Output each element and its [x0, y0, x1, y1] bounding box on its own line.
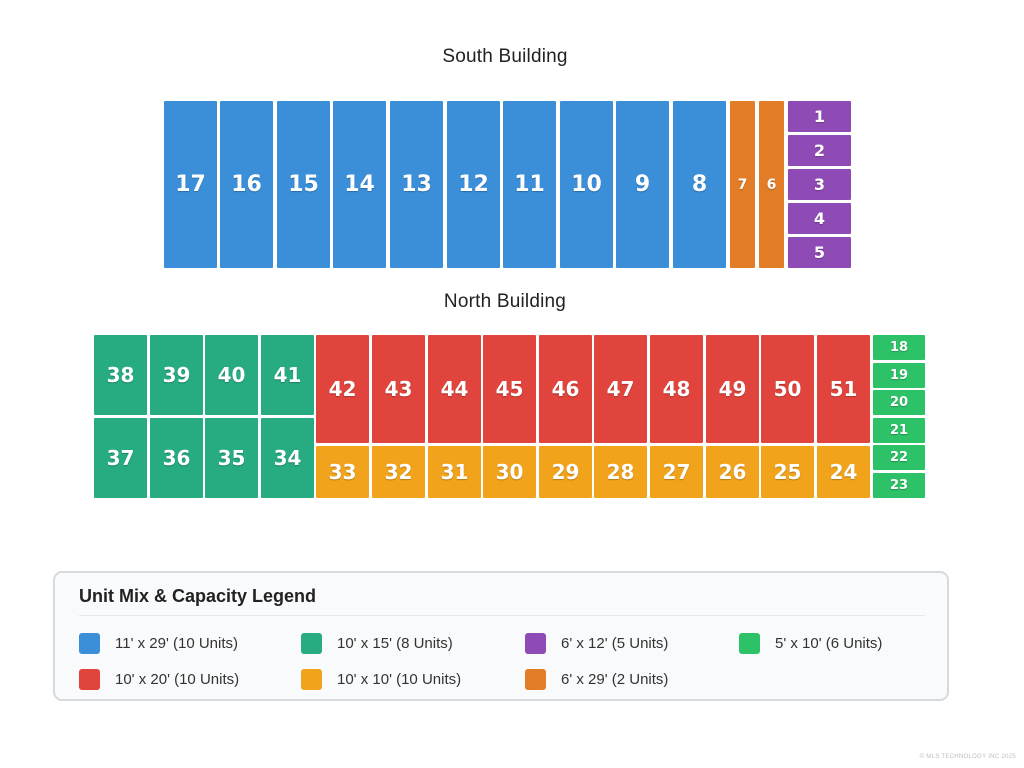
legend-item: 10' x 15' (8 Units) — [301, 632, 453, 654]
legend-panel: Unit Mix & Capacity Legend 11' x 29' (10… — [53, 571, 949, 701]
unit-4[interactable]: 4 — [788, 203, 851, 234]
legend-label: 11' x 29' (10 Units) — [115, 634, 239, 652]
legend-item: 10' x 10' (10 Units) — [301, 668, 461, 690]
unit-27[interactable]: 27 — [650, 446, 703, 498]
unit-34[interactable]: 34 — [261, 418, 314, 498]
unit-11[interactable]: 11 — [503, 101, 556, 268]
unit-5[interactable]: 5 — [788, 237, 851, 268]
legend-label: 10' x 15' (8 Units) — [337, 634, 453, 652]
unit-44[interactable]: 44 — [428, 335, 481, 443]
unit-1[interactable]: 1 — [788, 101, 851, 132]
unit-31[interactable]: 31 — [428, 446, 481, 498]
unit-43[interactable]: 43 — [372, 335, 425, 443]
unit-49[interactable]: 49 — [706, 335, 759, 443]
unit-7[interactable]: 7 — [730, 101, 755, 268]
unit-14[interactable]: 14 — [333, 101, 386, 268]
unit-32[interactable]: 32 — [372, 446, 425, 498]
unit-12[interactable]: 12 — [447, 101, 500, 268]
south-building-title: South Building — [442, 46, 568, 67]
unit-26[interactable]: 26 — [706, 446, 759, 498]
unit-6[interactable]: 6 — [759, 101, 784, 268]
legend-swatch — [525, 632, 546, 654]
unit-51[interactable]: 51 — [817, 335, 870, 443]
unit-17[interactable]: 17 — [164, 101, 217, 268]
unit-19[interactable]: 19 — [873, 362, 925, 388]
unit-28[interactable]: 28 — [594, 446, 647, 498]
unit-22[interactable]: 22 — [873, 445, 925, 470]
unit-37[interactable]: 37 — [94, 418, 147, 498]
legend-divider — [79, 615, 925, 616]
unit-47[interactable]: 47 — [594, 335, 647, 443]
legend-item: 5' x 10' (6 Units) — [739, 632, 882, 654]
legend-swatch — [79, 632, 100, 654]
legend-title: Unit Mix & Capacity Legend — [79, 586, 317, 606]
unit-41[interactable]: 41 — [261, 335, 314, 415]
unit-2[interactable]: 2 — [788, 135, 851, 166]
unit-10[interactable]: 10 — [560, 101, 613, 268]
unit-30[interactable]: 30 — [483, 446, 536, 498]
unit-16[interactable]: 16 — [220, 101, 273, 268]
unit-20[interactable]: 20 — [873, 390, 925, 415]
unit-25[interactable]: 25 — [761, 446, 814, 498]
legend-swatch — [525, 668, 546, 690]
legend-label: 10' x 20' (10 Units) — [115, 670, 240, 688]
legend-label: 6' x 12' (5 Units) — [561, 634, 669, 652]
legend-item: 6' x 29' (2 Units) — [525, 668, 668, 690]
legend-label: 10' x 10' (10 Units) — [337, 670, 462, 688]
unit-40[interactable]: 40 — [205, 335, 258, 415]
unit-21[interactable]: 21 — [873, 417, 925, 443]
legend-label: 5' x 10' (6 Units) — [775, 634, 883, 652]
unit-39[interactable]: 39 — [150, 335, 203, 415]
unit-33[interactable]: 33 — [316, 446, 369, 498]
unit-35[interactable]: 35 — [205, 418, 258, 498]
unit-3[interactable]: 3 — [788, 169, 851, 200]
legend-label: 6' x 29' (2 Units) — [561, 670, 669, 688]
unit-50[interactable]: 50 — [761, 335, 814, 443]
unit-38[interactable]: 38 — [94, 335, 147, 415]
legend-swatch — [79, 668, 100, 690]
unit-46[interactable]: 46 — [539, 335, 592, 443]
legend-item: 6' x 12' (5 Units) — [525, 632, 668, 654]
unit-48[interactable]: 48 — [650, 335, 703, 443]
unit-29[interactable]: 29 — [539, 446, 592, 498]
legend-swatch — [301, 632, 322, 654]
unit-45[interactable]: 45 — [483, 335, 536, 443]
unit-8[interactable]: 8 — [673, 101, 726, 268]
unit-13[interactable]: 13 — [390, 101, 443, 268]
watermark: © MLS TECHNOLOGY INC 2025 — [919, 754, 1016, 760]
unit-36[interactable]: 36 — [150, 418, 203, 498]
legend-item: 11' x 29' (10 Units) — [79, 632, 238, 654]
unit-15[interactable]: 15 — [277, 101, 330, 268]
unit-9[interactable]: 9 — [616, 101, 669, 268]
legend-swatch — [739, 632, 760, 654]
unit-24[interactable]: 24 — [817, 446, 870, 498]
legend-swatch — [301, 668, 322, 690]
north-building-title: North Building — [443, 291, 567, 312]
unit-18[interactable]: 18 — [873, 335, 925, 360]
legend-item: 10' x 20' (10 Units) — [79, 668, 239, 690]
unit-42[interactable]: 42 — [316, 335, 369, 443]
unit-23[interactable]: 23 — [873, 472, 925, 498]
